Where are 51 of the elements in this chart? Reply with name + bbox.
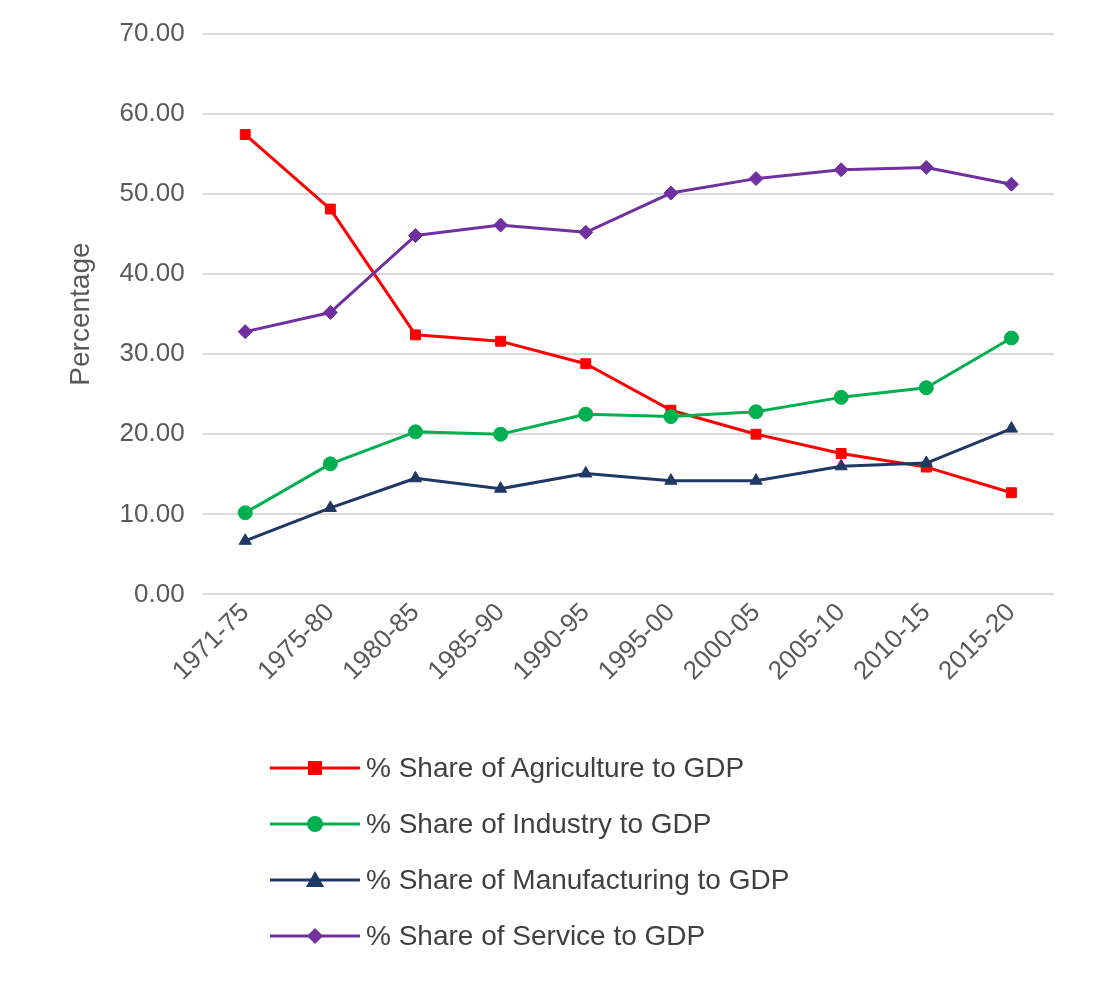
point — [578, 406, 594, 422]
point — [663, 185, 679, 201]
y-axis-title: Percentage — [63, 242, 95, 386]
y-tick-label: 50.00 — [119, 177, 185, 208]
point — [1003, 330, 1019, 346]
point — [918, 159, 934, 175]
point — [408, 470, 423, 483]
point — [493, 426, 509, 442]
point — [323, 500, 337, 512]
point — [493, 217, 509, 233]
point — [663, 409, 679, 425]
point — [578, 224, 594, 240]
point — [835, 448, 847, 459]
point — [664, 473, 678, 485]
point — [579, 465, 593, 478]
y-tick-label: 30.00 — [119, 337, 185, 368]
point — [748, 171, 764, 187]
point — [833, 389, 849, 405]
legend-label: % Share of Agriculture to GDP — [366, 752, 745, 784]
y-tick-label: 40.00 — [119, 257, 185, 288]
point — [1005, 487, 1017, 499]
y-tick-label: 10.00 — [119, 497, 185, 528]
point — [239, 129, 251, 141]
point — [237, 505, 253, 521]
point — [1004, 421, 1018, 433]
legend-label: % Share of Industry to GDP — [366, 808, 712, 840]
legend-label: % Share of Service to GDP — [366, 920, 706, 952]
y-tick-label: 20.00 — [119, 417, 185, 448]
point — [237, 324, 253, 340]
point — [750, 428, 762, 440]
point — [410, 329, 421, 341]
point — [238, 533, 252, 545]
point — [918, 380, 934, 396]
point — [408, 424, 423, 440]
point — [324, 203, 336, 215]
legend-label: % Share of Manufacturing to GDP — [366, 864, 790, 896]
point — [748, 404, 764, 420]
point — [322, 304, 338, 320]
point — [749, 473, 763, 485]
point — [322, 456, 338, 472]
point — [408, 228, 423, 244]
point — [580, 358, 592, 370]
point — [495, 335, 507, 347]
point — [833, 162, 849, 178]
y-tick-label: 70.00 — [119, 16, 185, 47]
point — [919, 455, 933, 468]
point — [1003, 176, 1019, 192]
point — [494, 481, 508, 493]
y-tick-label: 0.00 — [134, 577, 185, 608]
point — [834, 458, 848, 471]
y-tick-label: 60.00 — [119, 96, 185, 127]
